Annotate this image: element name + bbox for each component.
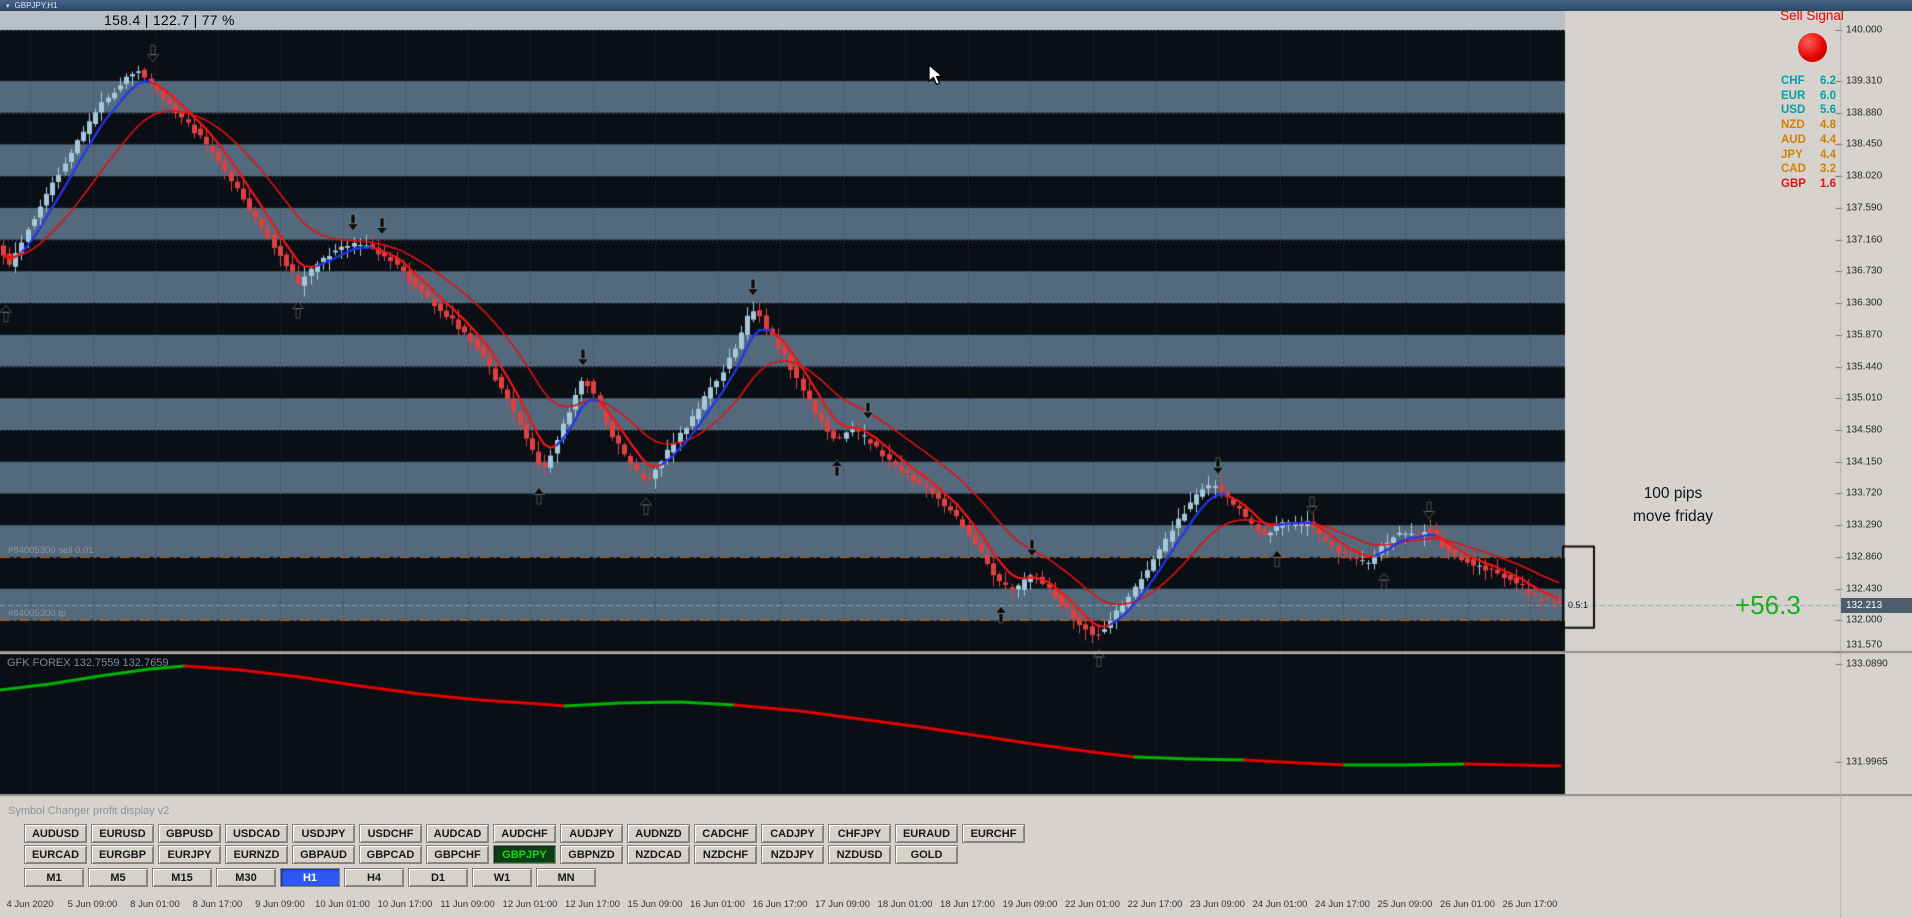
symbol-button-audnzd[interactable]: AUDNZD bbox=[627, 824, 690, 843]
mouse-cursor bbox=[928, 64, 944, 86]
symbol-button-usdjpy[interactable]: USDJPY bbox=[292, 824, 355, 843]
symbol-button-audcad[interactable]: AUDCAD bbox=[426, 824, 489, 843]
timeframe-button-d1[interactable]: D1 bbox=[408, 868, 468, 887]
symbol-button-gbpnzd[interactable]: GBPNZD bbox=[560, 845, 623, 864]
symbol-button-eurnzd[interactable]: EURNZD bbox=[225, 845, 288, 864]
symbol-button-eurgbp[interactable]: EURGBP bbox=[91, 845, 154, 864]
take-profit-line-label: #84005300 tp bbox=[8, 608, 67, 619]
symbol-button-chfjpy[interactable]: CHFJPY bbox=[828, 824, 891, 843]
symbol-button-euraud[interactable]: EURAUD bbox=[895, 824, 958, 843]
symbol-button-eurcad[interactable]: EURCAD bbox=[24, 845, 87, 864]
timeframe-button-m15[interactable]: M15 bbox=[152, 868, 212, 887]
symbol-button-audjpy[interactable]: AUDJPY bbox=[560, 824, 623, 843]
symbol-button-cadjpy[interactable]: CADJPY bbox=[761, 824, 824, 843]
symbol-button-audchf[interactable]: AUDCHF bbox=[493, 824, 556, 843]
symbol-button-gbpjpy[interactable]: GBPJPY bbox=[493, 845, 556, 864]
symbol-button-eurjpy[interactable]: EURJPY bbox=[158, 845, 221, 864]
subwindow-scale-value: 131.9965 bbox=[1846, 756, 1888, 768]
timeframe-button-m30[interactable]: M30 bbox=[216, 868, 276, 887]
timeframe-button-m5[interactable]: M5 bbox=[88, 868, 148, 887]
annotation-note-line2: move friday bbox=[1632, 508, 1714, 525]
profit-label: +56.3 bbox=[1735, 590, 1801, 620]
risk-reward-label: 0.5:1 bbox=[1568, 600, 1589, 610]
symbol-button-gold[interactable]: GOLD bbox=[895, 845, 958, 864]
symbol-button-cadchf[interactable]: CADCHF bbox=[694, 824, 757, 843]
symbol-changer-title: Symbol Changer profit display v2 bbox=[8, 805, 170, 817]
timeframe-button-mn[interactable]: MN bbox=[536, 868, 596, 887]
timeframe-button-w1[interactable]: W1 bbox=[472, 868, 532, 887]
chart-titlebar[interactable]: ▾ GBPJPY,H1 bbox=[0, 0, 1912, 11]
symbol-button-usdcad[interactable]: USDCAD bbox=[225, 824, 288, 843]
symbol-button-nzdusd[interactable]: NZDUSD bbox=[828, 845, 891, 864]
annotation-note-line1: 100 pips bbox=[1643, 485, 1703, 502]
sell-order-line-label: #84005300 sell 0.01 bbox=[8, 545, 94, 556]
sell-signal-dot bbox=[1798, 33, 1827, 62]
symbol-button-gbpchf[interactable]: GBPCHF bbox=[426, 845, 489, 864]
subwindow-scale-top: 133.0890 bbox=[1846, 658, 1888, 670]
symbol-button-gbpaud[interactable]: GBPAUD bbox=[292, 845, 355, 864]
symbol-button-gbpusd[interactable]: GBPUSD bbox=[158, 824, 221, 843]
symbol-button-audusd[interactable]: AUDUSD bbox=[24, 824, 87, 843]
timeframe-button-h1[interactable]: H1 bbox=[280, 868, 340, 887]
symbol-button-gbpcad[interactable]: GBPCAD bbox=[359, 845, 422, 864]
symbol-button-nzdjpy[interactable]: NZDJPY bbox=[761, 845, 824, 864]
sell-signal-title: Sell Signal bbox=[1780, 8, 1844, 23]
chart-dropdown-icon: ▾ bbox=[6, 2, 10, 10]
timeframe-button-m1[interactable]: M1 bbox=[24, 868, 84, 887]
symbol-button-nzdchf[interactable]: NZDCHF bbox=[694, 845, 757, 864]
symbol-button-usdchf[interactable]: USDCHF bbox=[359, 824, 422, 843]
symbol-button-nzdcad[interactable]: NZDCAD bbox=[627, 845, 690, 864]
current-price-tag: 132.213 bbox=[1841, 598, 1912, 613]
symbol-button-eurusd[interactable]: EURUSD bbox=[91, 824, 154, 843]
annotation-note: 100 pips move friday bbox=[1597, 482, 1749, 528]
chart-title: GBPJPY,H1 bbox=[14, 1, 58, 10]
timeframe-button-h4[interactable]: H4 bbox=[344, 868, 404, 887]
indicator-readout: 158.4 | 122.7 | 77 % bbox=[104, 12, 235, 28]
symbol-button-eurchf[interactable]: EURCHF bbox=[962, 824, 1025, 843]
subwindow-label: GFK FOREX 132.7559 132.7659 bbox=[7, 657, 169, 669]
